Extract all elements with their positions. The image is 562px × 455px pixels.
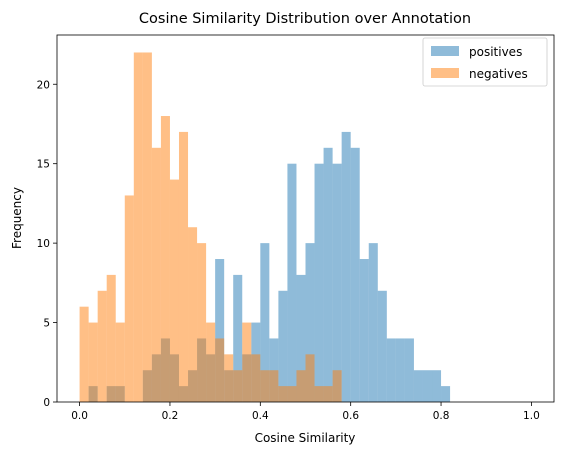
y-tick-label: 10 [37, 238, 50, 250]
bar-negatives-27 [323, 386, 333, 402]
bar-negatives-16 [224, 354, 234, 402]
bar-positives-40 [441, 386, 451, 402]
legend-swatch-positives [431, 46, 459, 56]
bar-positives-32 [368, 243, 378, 402]
x-axis-label: Cosine Similarity [255, 431, 356, 445]
bar-positives-36 [404, 338, 414, 402]
bar-negatives-22 [278, 386, 288, 402]
bar-negatives-1 [88, 322, 98, 402]
bar-negatives-13 [197, 243, 207, 402]
bar-negatives-0 [79, 306, 89, 402]
y-tick-label: 15 [37, 159, 50, 171]
bar-positives-30 [350, 147, 360, 402]
bar-positives-38 [422, 370, 433, 402]
x-tick-label: 0.4 [252, 410, 269, 422]
legend-swatch-negatives [431, 68, 459, 78]
bar-positives-29 [341, 131, 351, 402]
bar-negatives-28 [332, 370, 342, 402]
bar-negatives-9 [160, 116, 170, 402]
bar-negatives-7 [142, 52, 152, 402]
bar-positives-20 [260, 243, 270, 402]
bar-negatives-2 [97, 290, 107, 402]
legend-label-positives: positives [469, 45, 522, 59]
bar-negatives-24 [296, 370, 306, 402]
bar-positives-34 [386, 338, 396, 402]
bar-negatives-26 [314, 386, 324, 402]
bar-positives-22 [278, 290, 288, 402]
x-tick-label: 0.2 [162, 410, 179, 422]
bar-negatives-19 [251, 354, 261, 402]
bar-positives-24 [296, 274, 306, 402]
chart-title: Cosine Similarity Distribution over Anno… [139, 11, 471, 27]
y-tick-label: 20 [37, 79, 50, 91]
bar-negatives-10 [169, 179, 179, 402]
bar-negatives-15 [215, 338, 225, 402]
y-axis-label: Frequency [10, 187, 24, 249]
bar-negatives-18 [242, 322, 252, 402]
bar-negatives-3 [106, 274, 116, 402]
bar-positives-28 [332, 163, 342, 402]
y-axis-ticks: 0 5 10 15 20 [37, 79, 57, 409]
bar-positives-17 [233, 274, 243, 402]
bar-negatives-25 [305, 354, 315, 402]
bar-positives-39 [432, 370, 442, 402]
bar-positives-15 [215, 259, 225, 402]
x-tick-label: 0.6 [342, 410, 359, 422]
y-tick-label: 0 [43, 397, 50, 409]
bar-positives-31 [359, 259, 369, 402]
bar-positives-35 [395, 338, 405, 402]
bar-negatives-21 [269, 370, 279, 402]
x-tick-label: 0.0 [71, 410, 88, 422]
bar-negatives-8 [151, 147, 161, 402]
y-tick-label: 5 [43, 318, 50, 330]
bar-positives-23 [287, 163, 297, 402]
x-tick-label: 0.8 [433, 410, 450, 422]
x-tick-label: 1.0 [523, 410, 540, 422]
histogram-bars [79, 52, 451, 402]
bar-negatives-17 [233, 370, 243, 402]
legend: positives negatives [422, 37, 548, 87]
bar-positives-37 [413, 370, 423, 402]
bar-negatives-23 [287, 386, 297, 402]
bar-negatives-6 [133, 52, 143, 402]
bar-positives-25 [305, 243, 315, 402]
plot-frame [56, 34, 555, 403]
bar-negatives-20 [260, 370, 270, 402]
bar-positives-27 [323, 147, 333, 402]
bar-positives-26 [314, 163, 324, 402]
bar-negatives-4 [115, 322, 125, 402]
legend-label-negatives: negatives [469, 67, 528, 81]
x-axis-ticks: 0.0 0.2 0.4 0.6 0.8 1.0 [71, 402, 540, 422]
bar-negatives-5 [124, 195, 134, 402]
bar-negatives-14 [206, 322, 216, 402]
bar-negatives-11 [178, 131, 189, 402]
bar-positives-33 [377, 290, 387, 402]
bar-negatives-12 [188, 227, 198, 402]
